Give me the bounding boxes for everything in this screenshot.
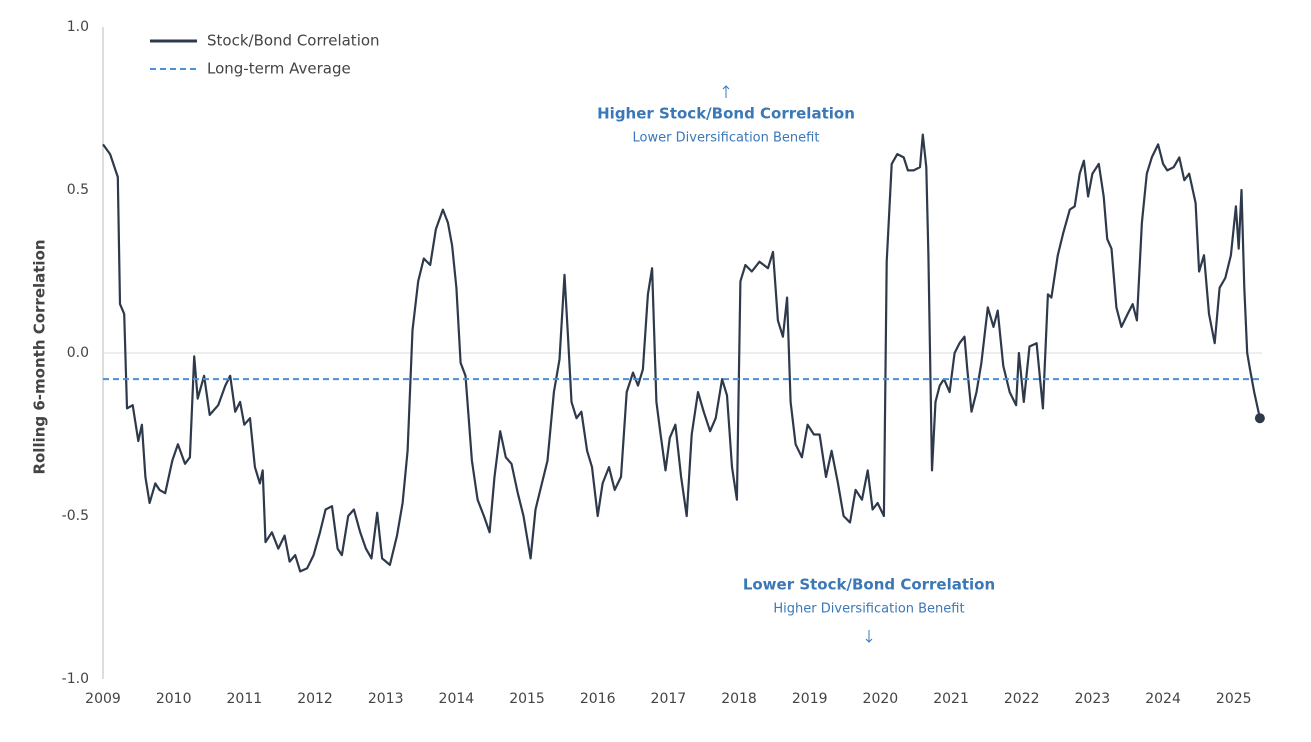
x-tick-label: 2016 bbox=[580, 691, 616, 707]
y-tick-label: -1.0 bbox=[62, 671, 89, 687]
annotation-arrow bbox=[865, 630, 873, 643]
x-tick-label: 2013 bbox=[368, 691, 404, 707]
annotation-arrow bbox=[722, 85, 730, 98]
x-tick-label: 2021 bbox=[933, 691, 969, 707]
x-tick-label: 2009 bbox=[85, 691, 121, 707]
legend-label: Stock/Bond Correlation bbox=[207, 32, 380, 50]
y-tick-label: 0.0 bbox=[67, 345, 89, 361]
y-tick-label: 1.0 bbox=[67, 19, 89, 35]
x-tick-label: 2024 bbox=[1145, 691, 1181, 707]
annotation-title: Lower Stock/Bond Correlation bbox=[743, 576, 995, 594]
x-tick-label: 2014 bbox=[439, 691, 475, 707]
x-tick-label: 2010 bbox=[156, 691, 192, 707]
annotation-text: Lower Diversification Benefit bbox=[633, 131, 820, 146]
legend-label: Long-term Average bbox=[207, 60, 351, 78]
x-tick-label: 2015 bbox=[509, 691, 545, 707]
correlation-line bbox=[102, 133, 1261, 573]
x-tick-label: 2017 bbox=[651, 691, 687, 707]
y-tick-label: 0.5 bbox=[67, 182, 89, 198]
x-tick-label: 2023 bbox=[1075, 691, 1111, 707]
annotation-title: Higher Stock/Bond Correlation bbox=[597, 105, 855, 123]
x-tick-label: 2025 bbox=[1216, 691, 1252, 707]
x-tick-label: 2020 bbox=[863, 691, 899, 707]
x-tick-label: 2022 bbox=[1004, 691, 1040, 707]
y-axis-label: Rolling 6-month Correlation bbox=[31, 239, 49, 474]
x-tick-label: 2011 bbox=[227, 691, 263, 707]
annotation-text: Higher Diversification Benefit bbox=[773, 602, 964, 617]
x-tick-label: 2018 bbox=[721, 691, 757, 707]
x-tick-label: 2019 bbox=[792, 691, 828, 707]
end-point bbox=[1254, 413, 1265, 424]
x-tick-label: 2012 bbox=[297, 691, 333, 707]
y-tick-label: -0.5 bbox=[62, 508, 89, 524]
